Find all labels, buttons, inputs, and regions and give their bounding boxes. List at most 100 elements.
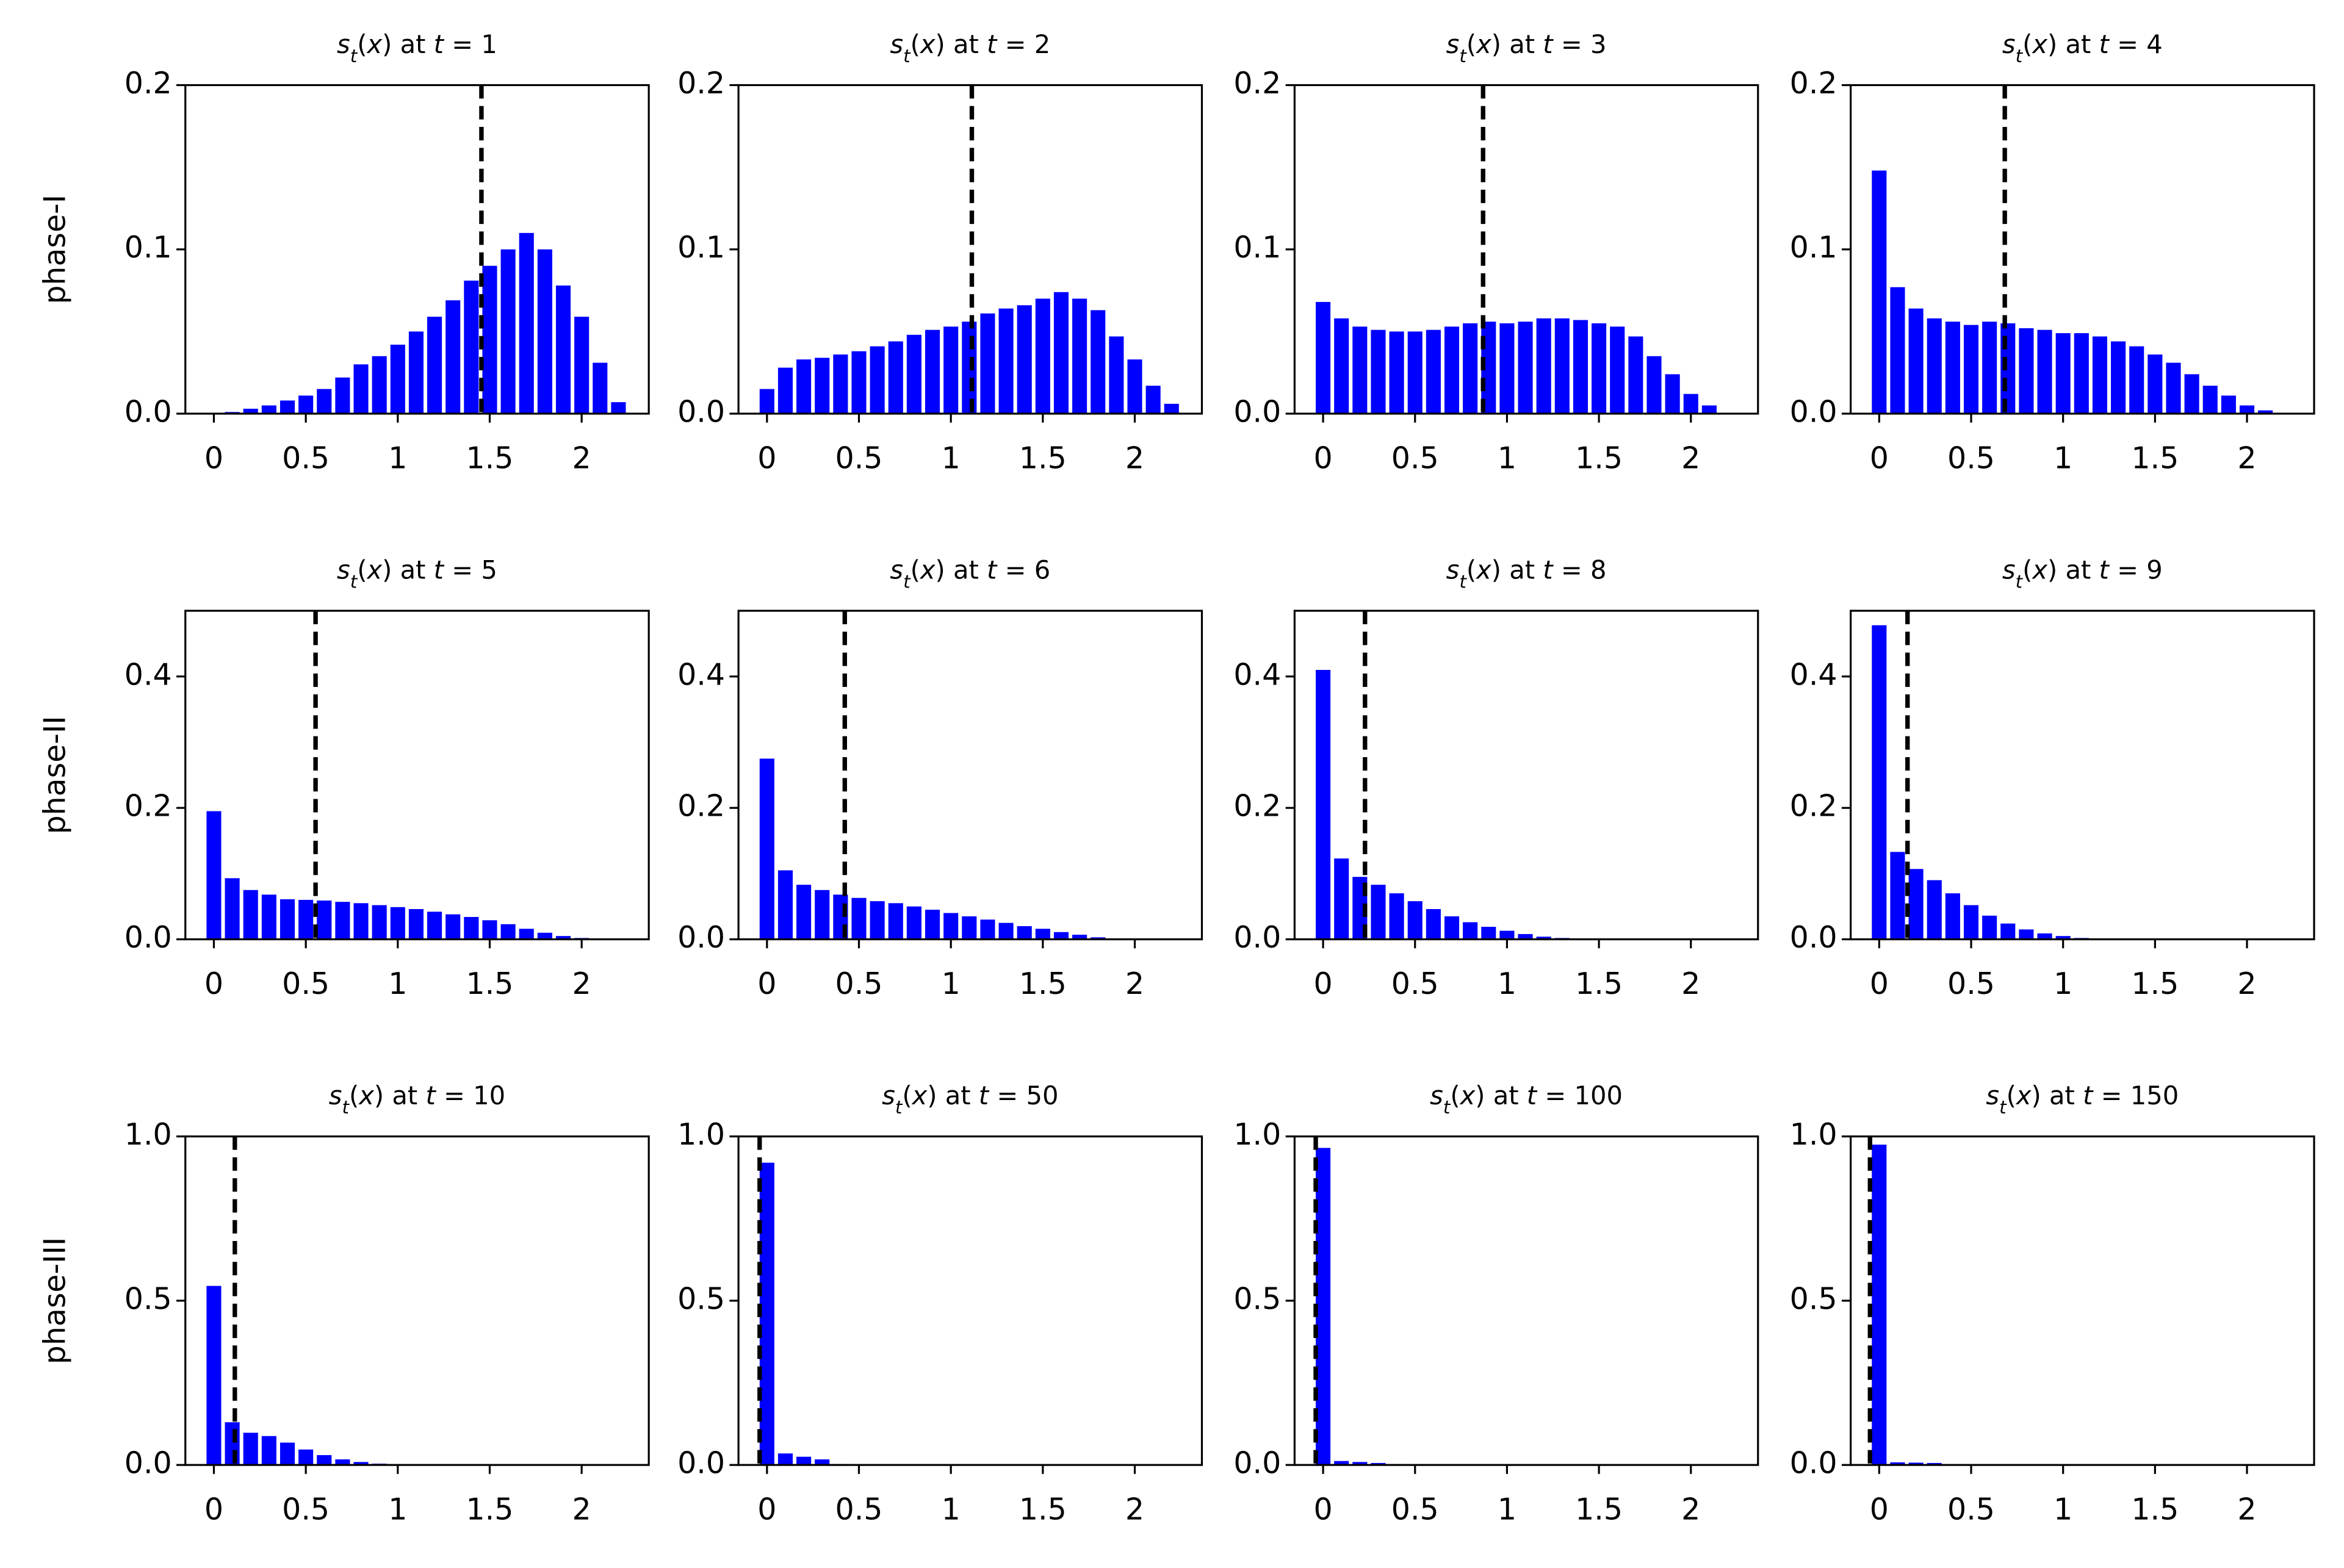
bar <box>870 346 885 414</box>
bar <box>777 1453 793 1466</box>
bar <box>206 811 222 940</box>
y-axis-label: phase-I <box>38 195 73 304</box>
bar <box>2019 929 2034 940</box>
bar <box>1890 287 1905 414</box>
x-tick-label: 1 <box>2054 966 2072 1001</box>
bar <box>445 300 461 414</box>
axes-frame <box>737 610 1203 941</box>
x-tick-label: 0.5 <box>282 966 330 1001</box>
y-tick-label: 0.2 <box>1790 66 1837 101</box>
bar <box>1908 869 1924 940</box>
x-tick-label: 1 <box>2054 1492 2072 1527</box>
bar <box>519 929 534 940</box>
y-tick-label: 1.0 <box>677 1117 725 1152</box>
bar <box>1963 905 1979 940</box>
bar <box>464 916 479 940</box>
x-tick-label: 0.5 <box>835 441 883 475</box>
bar <box>427 317 442 414</box>
bar <box>482 920 497 940</box>
bar <box>759 389 774 414</box>
y-tick-label: 1.0 <box>124 1117 172 1152</box>
bar <box>1890 1462 1905 1466</box>
x-tick-label: 2 <box>2237 1492 2256 1527</box>
bar <box>243 1433 258 1466</box>
bar <box>243 408 258 414</box>
x-tick-label: 1 <box>942 966 961 1001</box>
y-tick-label: 0.0 <box>1790 395 1837 430</box>
y-tick-label: 0.0 <box>1790 920 1837 955</box>
bar <box>279 899 295 940</box>
y-tick-label: 0.5 <box>124 1281 172 1316</box>
y-tick-label: 0.5 <box>677 1281 725 1316</box>
x-tick-label: 0 <box>1870 966 1889 1001</box>
bar <box>759 1162 774 1466</box>
x-tick-label: 1 <box>942 1492 961 1527</box>
bar <box>1035 929 1050 940</box>
bar <box>1407 331 1423 414</box>
bar <box>2055 333 2071 414</box>
x-tick-label: 1 <box>942 441 961 475</box>
bar <box>1389 893 1404 940</box>
axes-frame <box>1293 610 1759 941</box>
bar <box>777 367 793 414</box>
x-tick-label: 0 <box>204 1492 223 1527</box>
bar <box>1389 331 1404 414</box>
bar <box>980 919 995 940</box>
y-tick-label: 0.2 <box>124 789 172 824</box>
bar <box>298 1449 314 1466</box>
x-tick-label: 2 <box>1681 1492 1700 1527</box>
y-tick-label: 1.0 <box>1233 1117 1281 1152</box>
y-tick-label: 0.4 <box>1233 657 1281 692</box>
bar <box>1908 308 1924 414</box>
bar <box>500 924 516 940</box>
x-tick-label: 1.5 <box>1019 966 1067 1001</box>
x-tick-label: 0 <box>1313 1492 1332 1527</box>
y-axis-label: phase-III <box>38 1237 73 1365</box>
y-tick-label: 0.5 <box>1233 1281 1281 1316</box>
bar <box>2258 410 2273 414</box>
bar <box>555 285 571 414</box>
bar <box>1371 885 1386 940</box>
subplot-title: st(x) at t = 4 <box>2002 29 2163 66</box>
bar <box>1945 322 1960 414</box>
x-tick-label: 2 <box>1125 1492 1144 1527</box>
bar <box>500 249 516 414</box>
bar <box>1017 305 1032 414</box>
bar <box>1053 932 1069 940</box>
bar <box>1683 394 1698 414</box>
bar <box>1963 325 1979 414</box>
bar <box>1463 323 1478 414</box>
bar <box>962 322 977 414</box>
bar <box>888 341 903 414</box>
bar <box>537 249 552 414</box>
bar <box>1927 318 1942 414</box>
x-tick-label: 0 <box>204 966 223 1001</box>
bar <box>2037 329 2052 414</box>
y-tick-label: 0.1 <box>1790 230 1837 265</box>
y-tick-label: 1.0 <box>1790 1117 1837 1152</box>
x-tick-label: 2 <box>1681 966 1700 1001</box>
bar <box>1982 322 1997 414</box>
bar <box>482 265 497 414</box>
y-tick-label: 0.5 <box>1790 1281 1837 1316</box>
y-tick-label: 0.2 <box>1790 789 1837 824</box>
subplot-title: st(x) at t = 2 <box>890 29 1050 66</box>
y-tick-label: 0.0 <box>677 920 725 955</box>
bar <box>1334 1461 1349 1466</box>
bar <box>925 329 940 414</box>
bar <box>2074 333 2089 414</box>
x-tick-label: 1.5 <box>2131 966 2179 1001</box>
bar <box>2239 405 2255 414</box>
bar <box>2184 374 2199 414</box>
bar <box>1352 326 1368 414</box>
bar <box>279 1442 295 1466</box>
bar <box>1872 625 1887 940</box>
bar <box>1407 901 1423 940</box>
bar <box>1145 386 1161 414</box>
bar <box>962 916 977 940</box>
bar <box>390 344 405 414</box>
bar <box>261 1436 276 1466</box>
bar <box>1072 298 1087 414</box>
